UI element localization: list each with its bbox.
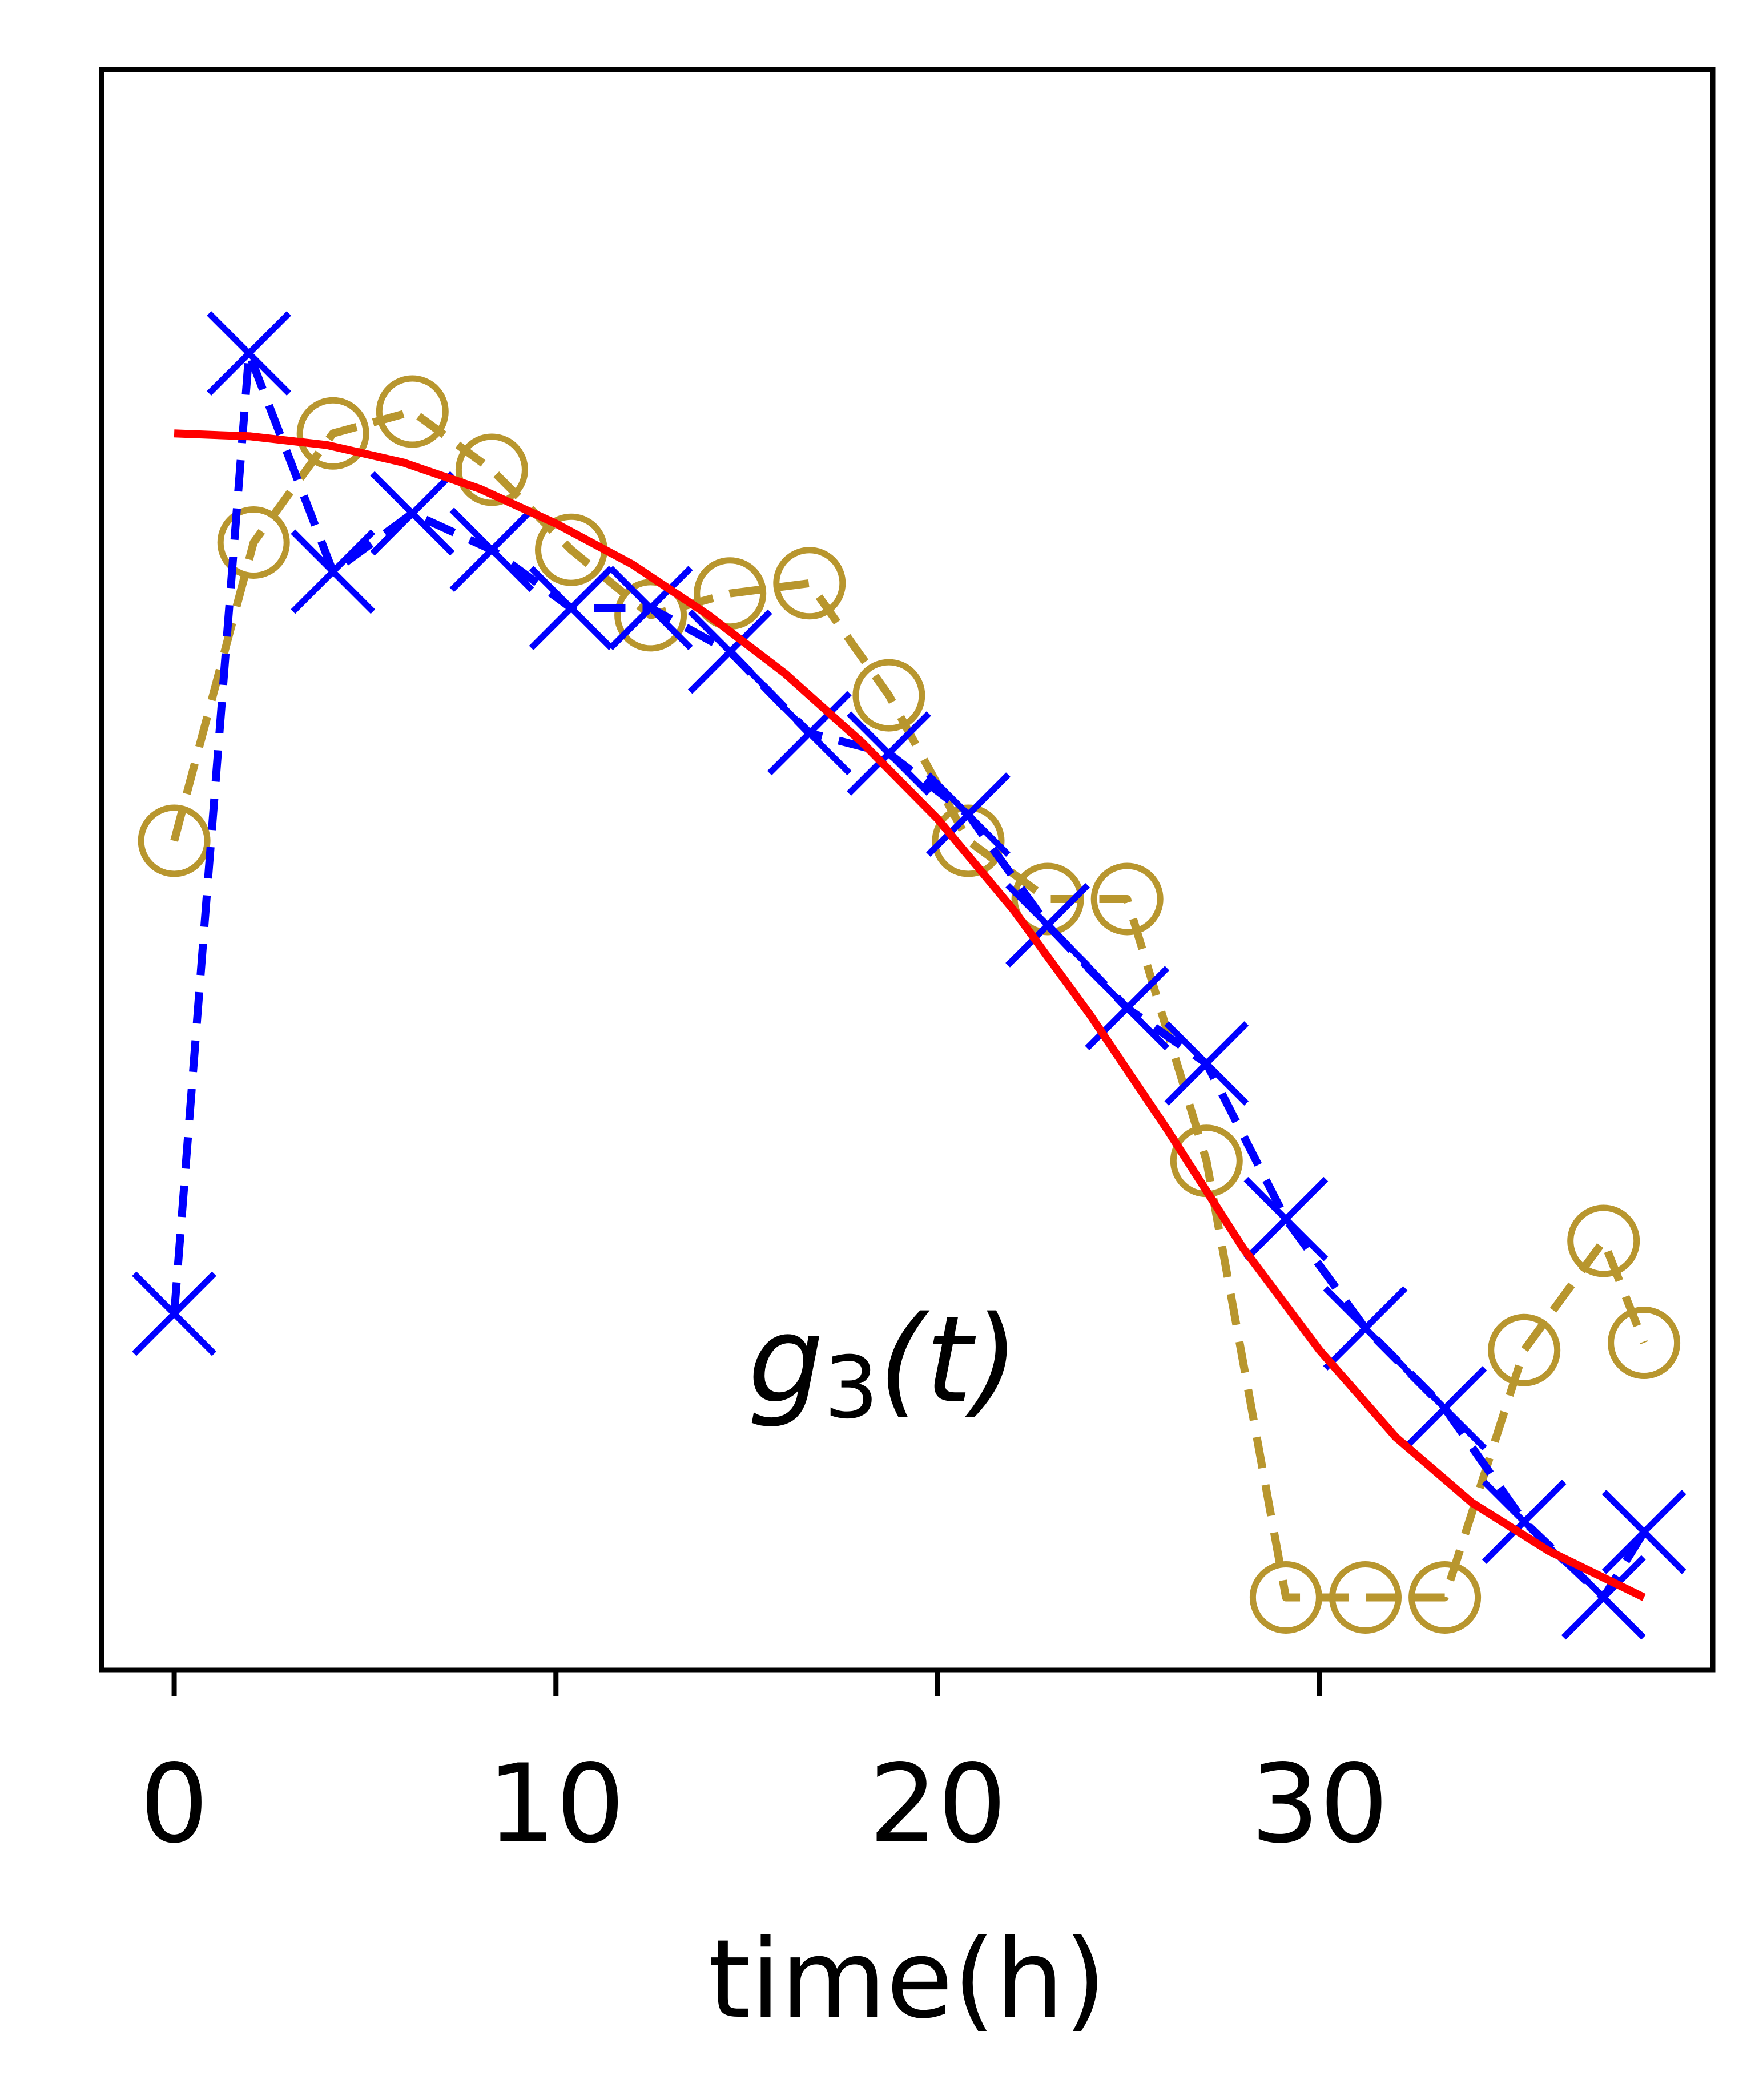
series-2-point bbox=[1561, 1555, 1646, 1640]
annotation-subscript: 3 bbox=[824, 1339, 878, 1438]
series-2-point bbox=[687, 609, 772, 694]
series-2-point bbox=[132, 1271, 216, 1356]
series-1-point bbox=[138, 804, 211, 877]
series-2-point bbox=[1005, 882, 1090, 968]
series-1-point bbox=[1249, 1561, 1322, 1634]
series-1-point bbox=[1329, 1561, 1402, 1634]
x-tick-label: 10 bbox=[487, 1741, 625, 1867]
x-axis-title: time(h) bbox=[708, 1916, 1106, 2042]
series-3 bbox=[174, 429, 1646, 1601]
annotation-argument: (t) bbox=[879, 1290, 1019, 1430]
x-tick-label: 0 bbox=[140, 1741, 209, 1867]
series-2-point bbox=[847, 711, 931, 796]
series-2-point bbox=[1164, 1021, 1249, 1106]
series-3-line bbox=[174, 429, 1646, 1601]
plot-frame bbox=[99, 67, 1716, 1673]
annotation-base: g bbox=[748, 1290, 824, 1430]
series-2-point bbox=[1601, 1489, 1686, 1574]
x-tick-label: 20 bbox=[869, 1741, 1007, 1867]
series-2-point bbox=[608, 566, 693, 651]
series-1-point bbox=[932, 804, 1005, 877]
series-2-point bbox=[767, 691, 852, 776]
plot-content bbox=[132, 311, 1686, 1640]
series-2-point bbox=[1243, 1176, 1329, 1261]
x-tick-label: 30 bbox=[1250, 1741, 1388, 1867]
series-1-point bbox=[773, 547, 846, 620]
series-2 bbox=[132, 311, 1686, 1640]
series-2-point bbox=[1323, 1286, 1408, 1371]
series-1-point bbox=[1488, 1313, 1561, 1386]
series-2-point bbox=[207, 311, 292, 396]
series-2-point bbox=[291, 529, 376, 614]
series-1-point bbox=[1608, 1307, 1681, 1379]
series-2-point bbox=[449, 507, 534, 592]
series-1-point bbox=[1011, 862, 1084, 936]
series-1-line bbox=[170, 408, 1648, 1602]
x-ticks: 0 10 20 30 bbox=[140, 1670, 1388, 1867]
series-2-point bbox=[529, 566, 614, 651]
series-1-point bbox=[1408, 1561, 1482, 1634]
series-1-point bbox=[1567, 1204, 1640, 1277]
series-2-point bbox=[926, 772, 1011, 857]
series-1-point bbox=[455, 433, 528, 506]
series-1-point bbox=[1090, 862, 1164, 936]
series-1-point bbox=[376, 375, 449, 448]
series-2-point bbox=[1402, 1366, 1487, 1451]
series-1-point bbox=[217, 506, 290, 579]
series-1-point bbox=[296, 397, 369, 470]
series-1-point bbox=[852, 659, 925, 732]
series-2-point bbox=[370, 471, 455, 556]
series-1-point bbox=[614, 579, 687, 652]
annotation-g3: g3(t) bbox=[748, 1290, 1019, 1438]
